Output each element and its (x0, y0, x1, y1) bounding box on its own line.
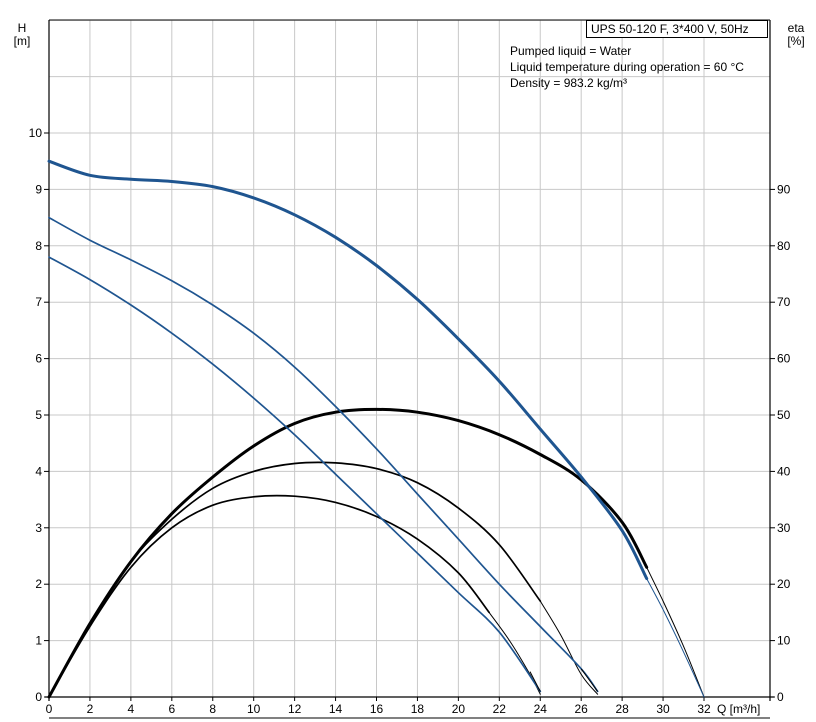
head-curve-2 (48, 216, 599, 693)
head-curve-3 (48, 256, 542, 693)
x-tick-label: 12 (288, 702, 302, 716)
y-tick-label: 9 (35, 182, 42, 196)
x-tick-label: 0 (46, 702, 53, 716)
curves (47, 159, 705, 699)
y2-tick-label: 30 (777, 521, 791, 535)
x-tick-label: 26 (575, 702, 589, 716)
head-curve-1-extension (646, 578, 705, 698)
y-tick-label: 1 (35, 634, 42, 648)
efficiency-curve-3 (48, 494, 490, 698)
y2-tick-label: 60 (777, 352, 791, 366)
y-axis-label: H (18, 21, 27, 35)
y2-tick-label: 80 (777, 239, 791, 253)
y-tick-label: 4 (35, 464, 42, 478)
y2-tick-label: 90 (777, 182, 791, 196)
y-tick-label: 3 (35, 521, 42, 535)
x-tick-label: 20 (452, 702, 466, 716)
x-tick-label: 32 (697, 702, 711, 716)
x-tick-label: 10 (247, 702, 261, 716)
x-axis-label: Q [m³/h] (717, 702, 760, 716)
x-tick-label: 24 (534, 702, 548, 716)
pumped-liquid-text: Pumped liquid = Water (510, 44, 632, 58)
y2-tick-label: 10 (777, 634, 791, 648)
liquid-temperature-text: Liquid temperature during operation = 60… (510, 60, 744, 74)
y-tick-label: 8 (35, 239, 42, 253)
tick-labels: 0 2 4 6 8 10 12 14 16 18 20 22 24 26 28 30 32 Q [m³/h]012… (14, 21, 805, 716)
efficiency-curve-1-extension (646, 566, 705, 698)
x-tick-label: 4 (128, 702, 135, 716)
y2-tick-label: 70 (777, 295, 791, 309)
x-tick-label: 18 (411, 702, 425, 716)
y-tick-label: 5 (35, 408, 42, 422)
y-tick-label: 0 (35, 690, 42, 704)
y2-tick-label: 40 (777, 464, 791, 478)
y-tick-label: 6 (35, 352, 42, 366)
y2-axis-label: eta (788, 21, 805, 35)
y2-axis-unit: [%] (787, 34, 804, 48)
x-tick-label: 16 (370, 702, 384, 716)
efficiency-curve-2 (48, 461, 542, 698)
pump-model-title: UPS 50-120 F, 3*400 V, 50Hz (586, 20, 768, 38)
x-tick-label: 30 (656, 702, 670, 716)
x-tick-label: 6 (168, 702, 175, 716)
y-axis-unit: [m] (14, 34, 31, 48)
x-tick-label: 2 (87, 702, 94, 716)
density-text: Density = 983.2 kg/m³ (510, 76, 628, 90)
x-tick-label: 14 (329, 702, 343, 716)
grid-lines (49, 19, 770, 697)
x-tick-label: 8 (209, 702, 216, 716)
x-tick-label: 22 (493, 702, 507, 716)
y2-tick-label: 0 (777, 690, 784, 704)
head-curve-tail-2 (580, 668, 599, 692)
y2-tick-label: 50 (777, 408, 791, 422)
y-tick-label: 10 (29, 126, 43, 140)
y2-tick-label: 20 (777, 577, 791, 591)
head-curve-1 (47, 159, 649, 581)
efficiency-curve-2-extension (539, 600, 599, 695)
y-tick-label: 2 (35, 577, 42, 591)
y-tick-label: 7 (35, 295, 42, 309)
x-tick-label: 28 (615, 702, 629, 716)
head-curve-tail-3 (529, 671, 541, 692)
